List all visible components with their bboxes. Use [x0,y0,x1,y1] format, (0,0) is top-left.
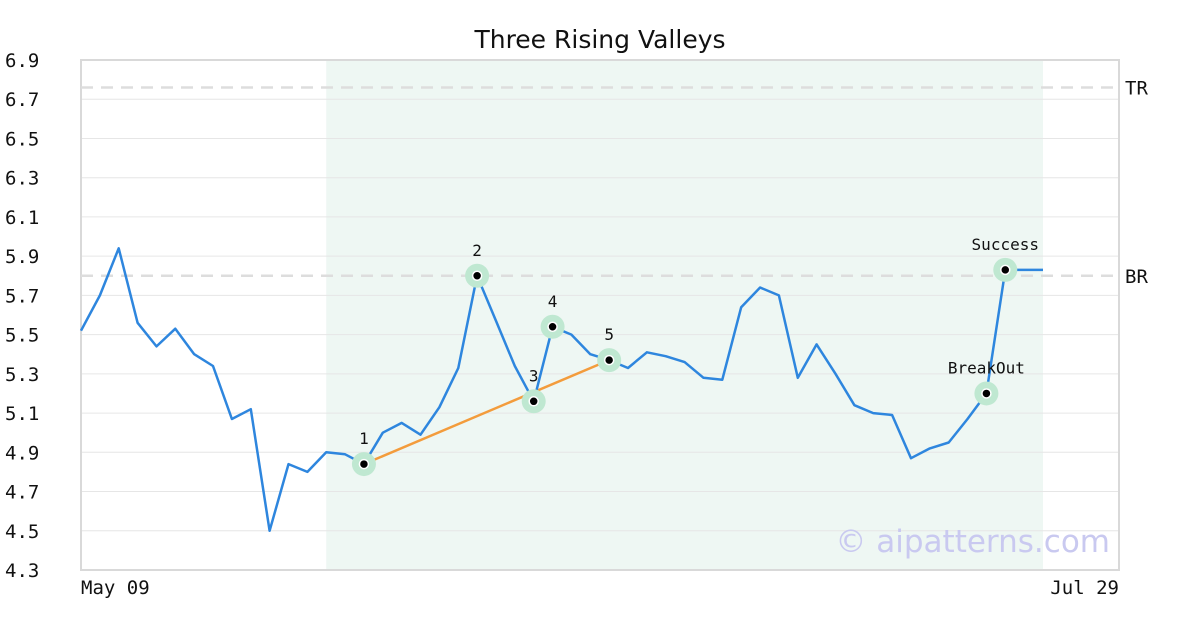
chart-title: Three Rising Valleys [473,25,725,54]
y-tick-label: 6.5 [5,128,39,150]
y-tick-label: 6.7 [5,89,39,111]
marker-point [981,388,992,399]
annotation-label: Success [972,235,1039,254]
y-tick-label: 4.5 [5,521,39,543]
annotation-label: 5 [604,325,614,344]
annotation-label: 1 [359,429,369,448]
y-tick-label: 5.3 [5,364,39,386]
watermark: © aipatterns.com [835,524,1110,560]
y-tick-label: 6.3 [5,168,39,190]
annotation-label: 2 [472,241,482,260]
y-tick-label: 4.3 [5,560,39,582]
y-tick-label: 6.1 [5,207,39,229]
y-tick-label: 4.9 [5,442,39,464]
marker-point [471,270,483,282]
x-tick-label: May 09 [81,577,150,599]
marker-point [603,354,615,366]
marker-point [528,396,539,407]
reference-label-br: BR [1125,266,1148,288]
marker-point [1000,264,1011,276]
pattern-region [326,60,1043,570]
y-tick-label: 5.1 [5,403,39,425]
marker-point [547,321,558,333]
marker-point [358,458,370,470]
trendline [363,358,610,466]
y-tick-label: 4.7 [5,482,39,504]
x-tick-label: Jul 29 [1050,577,1119,599]
y-tick-label: 5.7 [5,285,39,307]
y-tick-label: 5.9 [5,246,39,268]
annotation-label: BreakOut [948,358,1025,377]
y-tick-label: 5.5 [5,325,39,347]
plot-frame [80,59,1120,571]
reference-label-tr: TR [1125,77,1148,99]
y-tick-label: 6.9 [5,50,39,72]
annotation-label: 4 [548,292,558,311]
annotation-label: 3 [529,366,539,385]
